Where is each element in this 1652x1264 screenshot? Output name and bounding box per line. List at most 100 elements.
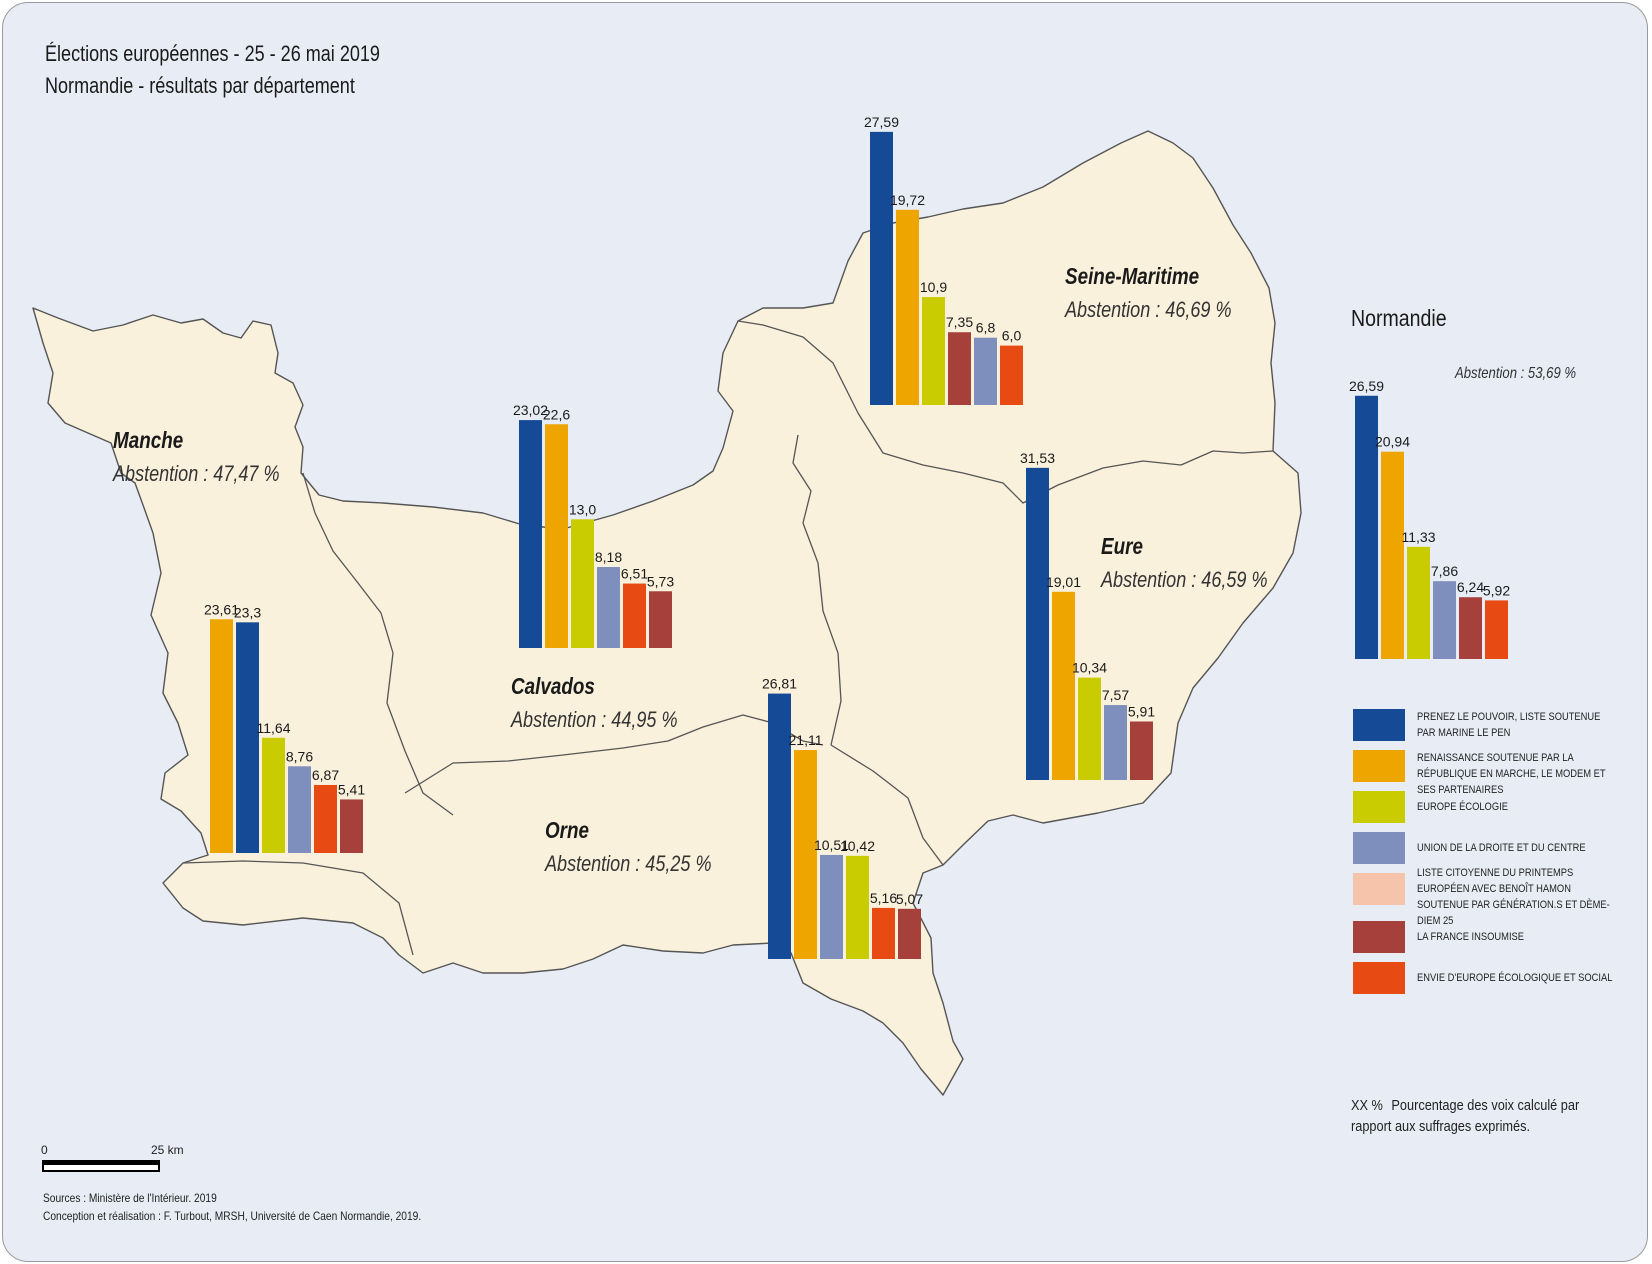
bar-lr — [1433, 581, 1456, 659]
map-title: Élections européennes - 25 - 26 mai 2019 — [45, 41, 380, 66]
legend-label: LA FRANCE INSOUMISE — [1417, 931, 1525, 943]
bar-value-label: 27,59 — [864, 114, 899, 130]
border-manche-orne — [182, 860, 414, 956]
bar-eelv — [1407, 546, 1430, 659]
dept-name-eure: Eure — [1101, 533, 1143, 559]
bar-value-label: 11,33 — [1402, 529, 1436, 545]
map-subtitle: Normandie - résultats par département — [45, 73, 355, 98]
dept-name-orne: Orne — [545, 817, 590, 843]
legend-item: EUROPE ÉCOLOGIE — [1353, 789, 1643, 830]
bar-value-label: 23,61 — [204, 601, 239, 617]
bar-rn — [236, 622, 259, 853]
bar-value-label: 8,76 — [286, 748, 313, 764]
bar-value-label: 6,0 — [1002, 328, 1022, 344]
legend-label: EUROPE ÉCOLOGIE — [1417, 801, 1508, 813]
bar-lr — [1104, 705, 1127, 780]
bar-lr — [597, 567, 620, 648]
legend-swatch — [1353, 750, 1405, 782]
bar-lrem — [210, 619, 233, 853]
bar-eelv — [262, 737, 285, 853]
bar-rn — [1026, 467, 1049, 780]
bar-lrem — [896, 209, 919, 405]
legend-item: UNION DE LA DROITE ET DU CENTRE — [1353, 830, 1643, 871]
bar-ps — [623, 583, 646, 648]
bar-eelv — [922, 297, 945, 405]
note: XX % Pourcentage des voix calculé par rap… — [1351, 1095, 1594, 1137]
bar-value-label: 11,64 — [257, 720, 291, 736]
bar-value-label: 26,81 — [762, 676, 797, 692]
bar-value-label: 5,92 — [1483, 582, 1510, 598]
dept-abstention-manche: Abstention : 47,47 % — [113, 461, 280, 486]
legend-label: ENVIE D'EUROPE ÉCOLOGIQUE ET SOCIAL — [1417, 972, 1613, 984]
bar-value-label: 5,91 — [1128, 703, 1155, 719]
dept-abstention-orne: Abstention : 45,25 % — [545, 851, 712, 876]
legend: PRENEZ LE POUVOIR, LISTE SOUTENUE PAR MA… — [1353, 707, 1643, 1001]
legend-label: UNION DE LA DROITE ET DU CENTRE — [1417, 842, 1586, 854]
bar-eelv — [571, 519, 594, 648]
bar-ps — [1000, 345, 1023, 405]
legend-swatch — [1353, 962, 1405, 994]
bar-lfi — [1459, 597, 1482, 659]
bar-ps — [1485, 600, 1508, 659]
bar-rn — [1355, 395, 1378, 659]
bar-value-label: 6,8 — [976, 320, 996, 336]
dept-name-manche: Manche — [113, 427, 184, 453]
scale-end-label: 25 km — [151, 1143, 184, 1157]
border-eure-orne — [830, 744, 944, 866]
bar-value-label: 6,51 — [621, 566, 648, 582]
legend-label: RENAISSANCE SOUTENUE PAR LA RÉPUBLIQUE E… — [1417, 752, 1606, 796]
legend-swatch — [1353, 791, 1405, 823]
scale-start-label: 0 — [41, 1143, 48, 1157]
legend-swatch — [1353, 921, 1405, 953]
bar-lfi — [948, 332, 971, 405]
dept-name-calvados: Calvados — [511, 673, 595, 699]
bar-value-label: 20,94 — [1375, 434, 1410, 450]
bar-value-label: 22,6 — [543, 406, 570, 422]
bar-value-label: 13,0 — [569, 501, 596, 517]
bar-lfi — [340, 799, 363, 853]
bar-lr — [974, 337, 997, 405]
bar-value-label: 10,9 — [920, 279, 947, 295]
bar-value-label: 6,24 — [1457, 579, 1484, 595]
dept-abstention-eure: Abstention : 46,59 % — [1101, 567, 1268, 592]
bar-value-label: 5,16 — [870, 890, 897, 906]
scale-bar — [42, 1160, 160, 1172]
sources-line: Sources : Ministère de l'Intérieur. 2019 — [43, 1191, 217, 1205]
bar-ps — [314, 784, 337, 853]
border-eure-seine — [737, 320, 1274, 504]
bar-lrem — [1381, 451, 1404, 659]
bar-value-label: 26,59 — [1349, 378, 1384, 394]
bar-value-label: 10,34 — [1072, 660, 1107, 676]
bar-value-label: 7,86 — [1431, 563, 1458, 579]
dept-abstention-seine-maritime: Abstention : 46,69 % — [1065, 297, 1232, 322]
bar-lfi — [649, 591, 672, 648]
scale-bar-fill — [43, 1161, 159, 1165]
bar-lfi — [898, 908, 921, 959]
legend-item: ENVIE D'EUROPE ÉCOLOGIQUE ET SOCIAL — [1353, 960, 1643, 1001]
bar-lrem — [545, 424, 568, 648]
note-text: Pourcentage des voix calculé par rapport… — [1351, 1097, 1580, 1135]
bar-value-label: 5,73 — [647, 573, 674, 589]
bar-value-label: 23,02 — [513, 402, 548, 418]
border-calvados-eure — [792, 434, 842, 746]
bar-eelv — [1078, 677, 1101, 780]
legend-item: LA FRANCE INSOUMISE — [1353, 919, 1643, 960]
legend-swatch — [1353, 709, 1405, 741]
bar-value-label: 21,11 — [789, 732, 823, 748]
region-title: Normandie — [1351, 305, 1447, 331]
bar-rn — [768, 693, 791, 959]
department-borders — [182, 320, 1274, 956]
bar-value-label: 10,51 — [814, 837, 849, 853]
bar-eelv — [846, 855, 869, 959]
bar-value-label: 7,35 — [946, 314, 973, 330]
note-marker: XX % — [1351, 1097, 1383, 1114]
bar-value-label: 5,41 — [338, 781, 365, 797]
bar-value-label: 31,53 — [1020, 450, 1055, 466]
legend-item: LISTE CITOYENNE DU PRINTEMPS EUROPÉEN AV… — [1353, 867, 1643, 927]
bar-lrem — [794, 750, 817, 959]
bar-lr — [288, 766, 311, 853]
legend-swatch — [1353, 832, 1405, 864]
